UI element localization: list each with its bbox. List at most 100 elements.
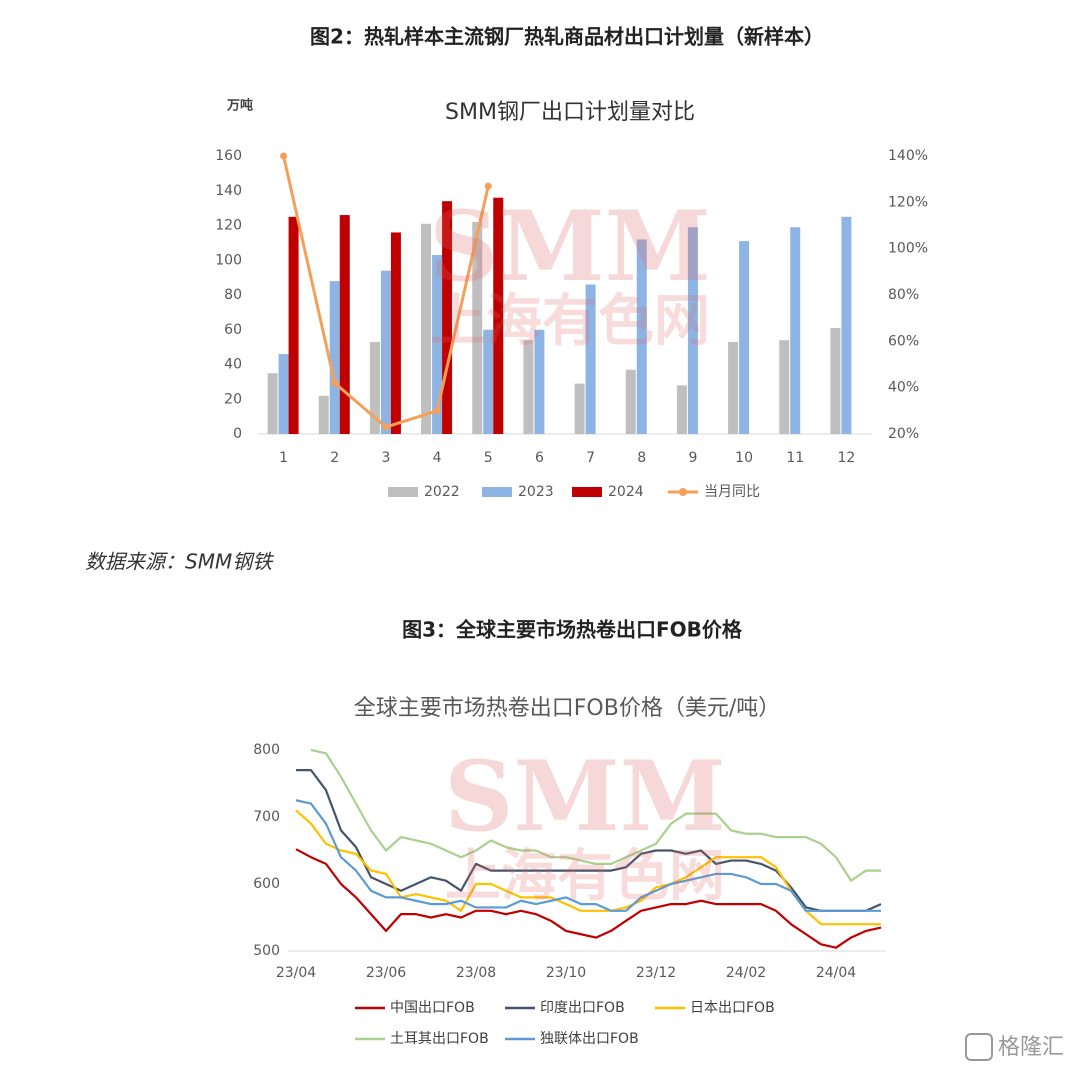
bar	[483, 329, 494, 434]
line	[295, 799, 881, 912]
chart-title: 全球主要市场热卷出口FOB价格（美元/吨）	[354, 696, 780, 721]
bar	[585, 284, 596, 434]
line	[295, 809, 881, 926]
bar	[739, 241, 750, 434]
x-tick-label: 9	[688, 450, 697, 466]
x-tick-label: 24/04	[816, 965, 856, 981]
y-tick-label: 20	[224, 391, 242, 407]
x-tick-label: 23/08	[456, 965, 496, 981]
bar	[432, 255, 443, 434]
bar	[288, 216, 299, 434]
bar	[339, 215, 350, 434]
bar	[790, 227, 801, 434]
x-tick-label: 2	[330, 450, 339, 466]
y-tick-label: 600	[253, 876, 280, 892]
y-tick-label: 160	[215, 148, 242, 164]
line-point	[331, 379, 339, 387]
y2-tick-label: 140%	[888, 148, 928, 164]
bar	[728, 341, 739, 434]
bar	[687, 227, 698, 434]
bar	[390, 232, 401, 434]
bar	[421, 223, 432, 434]
bar	[278, 354, 289, 434]
bar	[493, 197, 504, 434]
bar	[574, 383, 585, 434]
x-tick-label: 5	[484, 450, 493, 466]
bar	[779, 340, 790, 434]
bar	[329, 281, 340, 434]
bar	[380, 270, 391, 434]
y2-tick-label: 80%	[888, 287, 919, 303]
legend-swatch	[572, 487, 602, 497]
x-tick-label: 23/10	[546, 965, 586, 981]
bar	[830, 328, 841, 434]
y-tick-label: 120	[215, 218, 242, 234]
legend-label: 中国出口FOB	[390, 1000, 475, 1016]
legend-label: 日本出口FOB	[690, 1000, 775, 1016]
legend-swatch	[679, 488, 687, 496]
y-tick-label: 700	[253, 809, 280, 825]
x-tick-label: 6	[535, 450, 544, 466]
y-axis-label: 万吨	[226, 98, 253, 114]
x-tick-label: 11	[786, 450, 804, 466]
watermark: 上海有色网	[445, 844, 725, 909]
bar	[318, 395, 329, 434]
corner-logo: 格隆汇	[998, 1035, 1064, 1060]
x-tick-label: 3	[381, 450, 390, 466]
legend-label: 当月同比	[704, 484, 760, 500]
x-tick-label: 23/12	[636, 965, 676, 981]
x-tick-label: 24/02	[726, 965, 766, 981]
bar	[625, 369, 636, 434]
legend-label: 2023	[518, 484, 554, 500]
y-tick-label: 100	[215, 252, 242, 268]
legend-label: 2022	[424, 484, 460, 500]
bar	[472, 222, 483, 434]
x-tick-label: 8	[637, 450, 646, 466]
logo-icon	[965, 1033, 993, 1061]
x-tick-label: 23/06	[366, 965, 406, 981]
y2-tick-label: 100%	[888, 241, 928, 257]
bar	[534, 329, 545, 434]
chart-title: SMM钢厂出口计划量对比	[445, 100, 695, 125]
line-point	[382, 423, 390, 431]
bar	[267, 373, 278, 434]
y-tick-label: 0	[233, 426, 242, 442]
y2-tick-label: 20%	[888, 426, 919, 442]
line-point	[484, 182, 492, 190]
line-point	[433, 407, 441, 415]
bar	[841, 216, 852, 434]
y-tick-label: 500	[253, 943, 280, 959]
watermark: 上海有色网	[430, 289, 710, 354]
bar	[676, 385, 687, 434]
y2-tick-label: 120%	[888, 194, 928, 210]
line	[295, 848, 882, 949]
y-tick-label: 800	[253, 742, 280, 758]
y2-tick-label: 60%	[888, 333, 919, 349]
watermark: SMM	[429, 190, 711, 303]
legend-swatch	[388, 487, 418, 497]
line	[310, 748, 881, 882]
figure-title: 图2：热轧样本主流钢厂热轧商品材出口计划量（新样本）	[310, 25, 824, 49]
watermark: SMM	[444, 740, 726, 853]
y-tick-label: 40	[224, 357, 242, 373]
legend-label: 2024	[608, 484, 644, 500]
bar	[442, 201, 453, 434]
x-tick-label: 1	[279, 450, 288, 466]
legend-label: 独联体出口FOB	[540, 1031, 639, 1047]
y-tick-label: 80	[224, 287, 242, 303]
source-note: 数据来源：SMM钢铁	[85, 550, 274, 574]
bar	[523, 340, 534, 434]
y-tick-label: 140	[215, 183, 242, 199]
x-tick-label: 23/04	[276, 965, 316, 981]
bar	[636, 239, 647, 434]
legend-label: 土耳其出口FOB	[390, 1031, 489, 1047]
x-tick-label: 12	[838, 450, 856, 466]
x-tick-label: 7	[586, 450, 595, 466]
y-tick-label: 60	[224, 322, 242, 338]
line-point	[280, 152, 288, 160]
x-tick-label: 4	[433, 450, 442, 466]
legend-swatch	[482, 487, 512, 497]
x-tick-label: 10	[735, 450, 753, 466]
